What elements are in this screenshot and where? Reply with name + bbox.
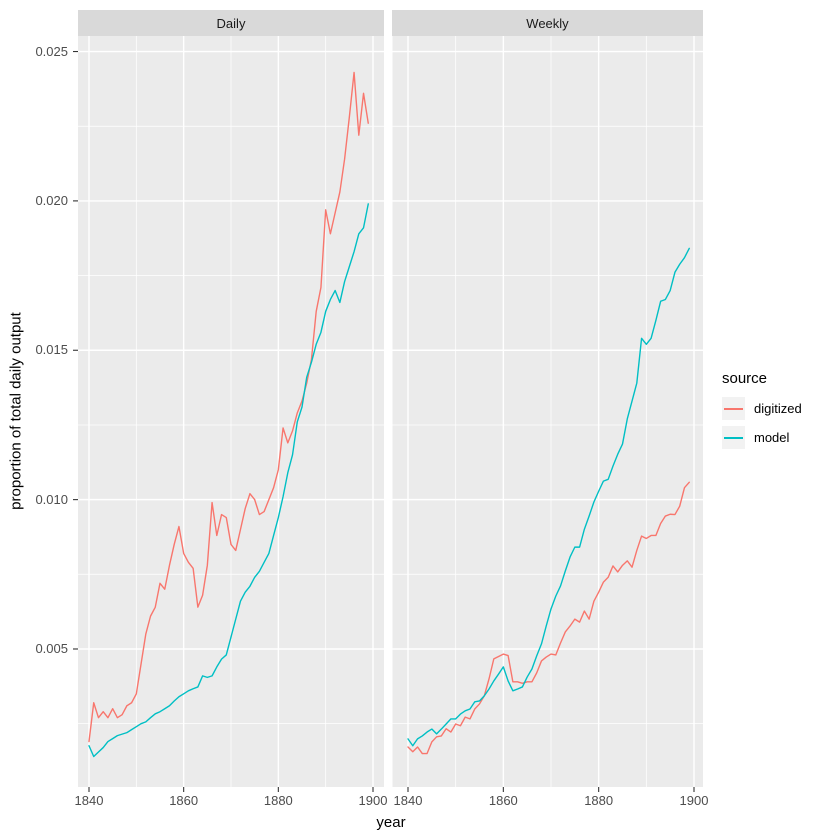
x-axis-tick-label: 1860 bbox=[488, 793, 518, 808]
facet-strip-weekly: Weekly bbox=[392, 10, 703, 36]
legend-item-digitized: digitized bbox=[722, 397, 802, 420]
x-axis-tick-label: 1900 bbox=[679, 793, 709, 808]
legend-title: source bbox=[722, 370, 768, 387]
legend: source digitized model bbox=[722, 370, 802, 455]
series-line-weekly-model bbox=[407, 247, 690, 747]
y-axis-tick-label: 0.005 bbox=[35, 640, 68, 656]
facet-strip-label: Weekly bbox=[526, 15, 569, 31]
series-line-weekly-digitized bbox=[407, 481, 690, 755]
series-line-daily-digitized bbox=[88, 71, 369, 743]
x-axis-tick-label: 1880 bbox=[584, 793, 614, 808]
x-axis-tick-label: 1840 bbox=[393, 793, 423, 808]
x-axis-tick-label: 1880 bbox=[263, 793, 293, 808]
x-axis-tick-label: 1900 bbox=[358, 793, 388, 808]
x-axis-title: year bbox=[376, 814, 406, 831]
legend-label: model bbox=[754, 430, 790, 445]
legend-key bbox=[722, 397, 745, 420]
x-axis-tick-label: 1840 bbox=[74, 793, 104, 808]
panel-background-weekly bbox=[392, 36, 703, 787]
model-line-swatch-icon bbox=[724, 436, 743, 439]
y-axis-title: proportion of total daily output bbox=[7, 312, 25, 510]
legend-label: digitized bbox=[754, 401, 802, 416]
facet-strip-daily: Daily bbox=[78, 10, 384, 36]
y-axis-tick-label: 0.010 bbox=[35, 491, 68, 507]
series-line-daily-model bbox=[88, 203, 369, 758]
digitized-line-swatch-icon bbox=[724, 407, 743, 410]
legend-key bbox=[722, 426, 745, 449]
y-axis-tick-label: 0.025 bbox=[35, 43, 68, 59]
y-axis-tick-label: 0.020 bbox=[35, 192, 68, 208]
y-axis-tick-label: 0.015 bbox=[35, 342, 68, 358]
x-axis-tick-label: 1860 bbox=[169, 793, 199, 808]
legend-item-model: model bbox=[722, 426, 802, 449]
facet-strip-label: Daily bbox=[216, 15, 246, 31]
